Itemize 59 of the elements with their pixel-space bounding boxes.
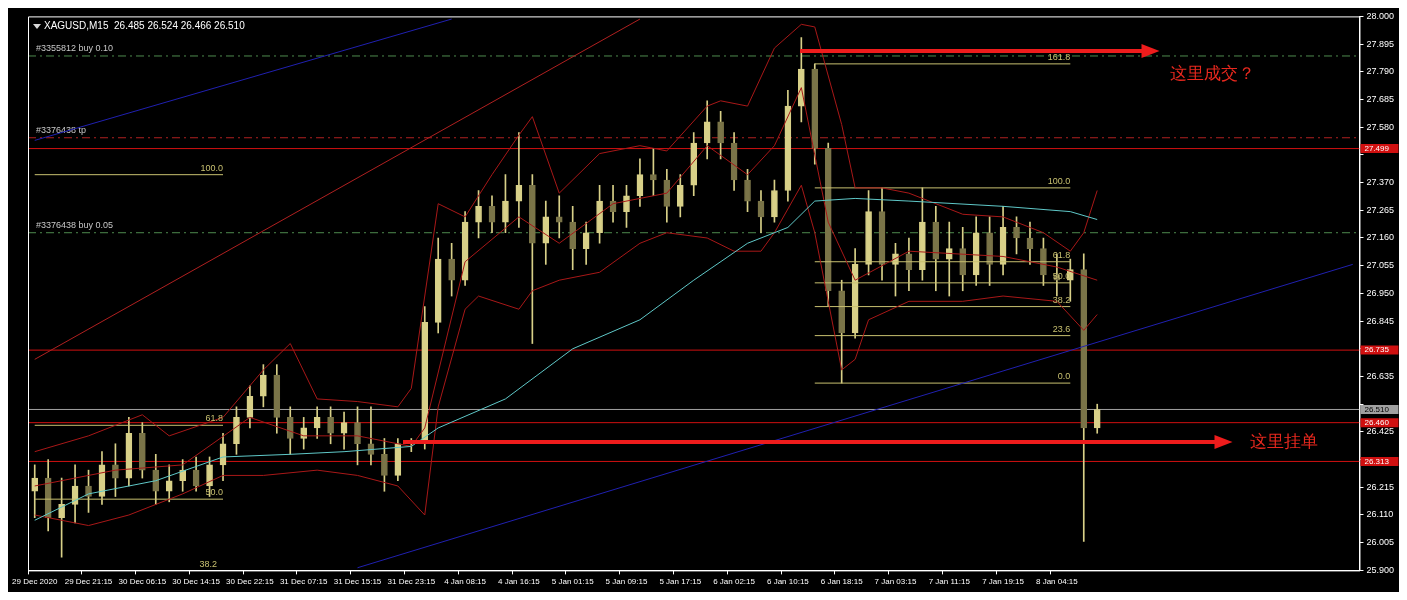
series-label: 0.0 <box>1057 371 1071 382</box>
series-label: 161.8 <box>1047 51 1071 62</box>
series-label: 100.0 <box>200 162 224 173</box>
series-label: 100.0 <box>1047 175 1071 186</box>
x-tick-label: 29 Dec 2020 <box>12 577 58 587</box>
annotation: 38.2 <box>199 559 218 570</box>
x-tick-label: 30 Dec 06:15 <box>118 577 167 587</box>
y-tick-label: 26.635 <box>1366 370 1394 381</box>
ref-line-label: 27.499 <box>1364 143 1390 153</box>
x-tick-label: 29 Dec 21:15 <box>64 577 113 587</box>
series-label: 23.6 <box>1052 323 1071 334</box>
ref-line-label: #3355812 buy 0.10 <box>36 42 114 53</box>
x-tick-label: 31 Dec 15:15 <box>333 577 382 587</box>
x-tick-label: 5 Jan 01:15 <box>551 577 595 587</box>
ref-line-label: 26.313 <box>1364 456 1390 466</box>
y-tick-label: 27.580 <box>1366 121 1394 132</box>
x-tick-label: 6 Jan 10:15 <box>766 577 810 587</box>
ref-line-label: #3376438 buy 0.05 <box>36 219 114 230</box>
y-tick-label: 26.425 <box>1366 426 1394 437</box>
y-tick-label: 27.160 <box>1366 232 1394 243</box>
x-tick-label: 30 Dec 14:15 <box>172 577 221 587</box>
y-tick-label: 26.215 <box>1366 481 1394 492</box>
x-tick-label: 5 Jan 17:15 <box>659 577 702 587</box>
y-tick-label: 27.790 <box>1366 66 1394 77</box>
ref-line-label: 26.460 <box>1364 417 1390 427</box>
y-tick-label: 28.000 <box>1366 10 1394 21</box>
x-tick-label: 4 Jan 16:15 <box>497 577 541 587</box>
x-tick-label: 8 Jan 04:15 <box>1035 577 1079 587</box>
x-tick-label: 31 Dec 23:15 <box>387 577 436 587</box>
ref-line-label: 26.735 <box>1364 345 1390 355</box>
series-label: 38.2 <box>1052 294 1071 305</box>
x-tick-label: 7 Jan 11:15 <box>928 577 971 587</box>
annotation: 这里成交？ <box>1170 63 1256 83</box>
ref-line-label: 26.510 <box>1364 404 1390 414</box>
x-tick-label: 6 Jan 18:15 <box>820 577 864 587</box>
y-tick-label: 25.900 <box>1366 564 1394 575</box>
y-tick-label: 26.005 <box>1366 537 1394 548</box>
y-tick-label: 27.055 <box>1366 260 1394 271</box>
chart-title: XAGUSD,M15 26.485 26.524 26.466 26.510 <box>44 20 246 32</box>
series-label: 61.8 <box>205 413 224 424</box>
x-tick-label: 5 Jan 09:15 <box>605 577 648 587</box>
y-tick-label: 26.845 <box>1366 315 1394 326</box>
y-tick-label: 26.950 <box>1366 287 1394 298</box>
y-tick-label: 27.685 <box>1366 93 1394 104</box>
candlestick <box>945 221 953 297</box>
x-tick-label: 7 Jan 03:15 <box>874 577 917 587</box>
annotation: 这里挂单 <box>1250 431 1319 451</box>
ref-line-label: #3376438 tp <box>36 124 87 135</box>
x-tick-label: 4 Jan 08:15 <box>444 577 487 587</box>
x-tick-label: 30 Dec 22:15 <box>226 577 275 587</box>
y-tick-label: 27.895 <box>1366 38 1394 49</box>
x-tick-label: 7 Jan 19:15 <box>982 577 1025 587</box>
x-tick-label: 31 Dec 07:15 <box>279 577 329 587</box>
y-tick-label: 27.265 <box>1366 204 1394 215</box>
y-tick-label: 26.110 <box>1366 509 1394 520</box>
candlestick <box>555 195 563 239</box>
series-label: 61.8 <box>1052 249 1071 260</box>
y-tick-label: 27.370 <box>1366 177 1394 188</box>
x-tick-label: 6 Jan 02:15 <box>713 577 756 587</box>
